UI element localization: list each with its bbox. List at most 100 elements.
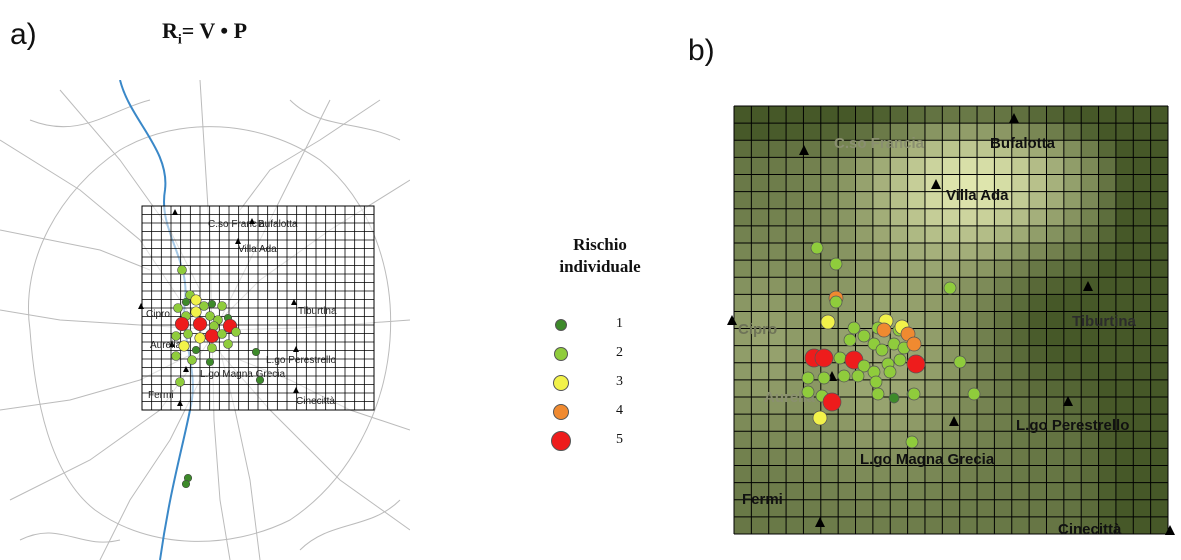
legend-row: 2 [530, 341, 670, 365]
grid-cell [942, 448, 960, 466]
grid-cell [855, 260, 874, 278]
grid-cell [872, 123, 891, 141]
grid-cell [942, 208, 960, 227]
grid-cell [1063, 465, 1082, 483]
grid-cell [1046, 123, 1065, 141]
grid-cell [820, 174, 839, 192]
risk-point [175, 377, 185, 387]
grid-cell [907, 174, 926, 192]
grid-cell [768, 482, 787, 501]
legend-swatch [553, 404, 569, 420]
formula-rhs: = V • P [181, 18, 248, 43]
grid-cell [994, 379, 1013, 398]
risk-point [906, 336, 922, 352]
risk-point [255, 375, 265, 385]
grid-cell [734, 397, 752, 415]
risk-point [801, 385, 815, 399]
grid-cell [994, 191, 1013, 210]
grid-cell [1063, 448, 1082, 466]
grid-cell [872, 414, 891, 432]
grid-cell [768, 123, 787, 141]
grid-cell [1011, 311, 1030, 329]
legend-swatch [555, 319, 567, 331]
grid-cell [734, 499, 752, 518]
grid-cell [890, 242, 908, 261]
risk-point [192, 316, 208, 332]
grid-cell [942, 123, 960, 141]
grid-cell [959, 106, 978, 124]
grid-cell [942, 482, 960, 501]
grid-cell [1133, 208, 1151, 227]
grid-cell [734, 123, 752, 141]
grid-cell [1115, 448, 1134, 466]
risk-point [814, 348, 834, 368]
risk-point [869, 375, 883, 389]
grid-cell [977, 362, 995, 381]
grid-cell [1098, 431, 1117, 449]
grid-cell [786, 379, 804, 398]
risk-point [207, 343, 217, 353]
grid-cell [1029, 225, 1047, 244]
grid-cell [907, 482, 926, 501]
grid-cell [768, 465, 787, 483]
grid-cell [924, 379, 943, 398]
grid-cell [1081, 362, 1099, 381]
grid-cell [1081, 157, 1099, 175]
grid-cell [855, 311, 874, 329]
background-cells-b [734, 106, 1169, 535]
grid-cell [820, 465, 839, 483]
grid-cell [838, 140, 856, 158]
grid-cell [734, 345, 752, 364]
grid-cell [803, 294, 822, 312]
grid-cell [768, 277, 787, 295]
risk-point [204, 328, 220, 344]
grid-cell [890, 140, 908, 158]
grid-cell [768, 328, 787, 346]
risk-grid-map: C.so Francia Bufalotta Villa Ada Cipro Tibur… [727, 105, 1175, 538]
grid-cell [1029, 208, 1047, 227]
grid-cell [768, 174, 787, 192]
grid-cell [1011, 123, 1030, 141]
grid-cell [1063, 379, 1082, 398]
grid-cell [1115, 345, 1134, 364]
grid-cell [1063, 482, 1082, 501]
grid-cell [1081, 123, 1099, 141]
risk-point [953, 355, 967, 369]
grid-cell [1046, 362, 1065, 381]
grid-cell [1150, 174, 1169, 192]
grid-cell [734, 174, 752, 192]
grid-cell [1133, 174, 1151, 192]
grid-cell [924, 499, 943, 518]
grid-cell [1029, 106, 1047, 124]
grid-cell [924, 242, 943, 261]
grid-cell [751, 362, 770, 381]
grid-cell [1063, 499, 1082, 518]
grid-cell [924, 397, 943, 415]
grid-cell [1133, 123, 1151, 141]
grid-cell [1133, 379, 1151, 398]
grid-cell [1029, 157, 1047, 175]
grid-cell [1029, 328, 1047, 346]
grid-cell [924, 482, 943, 501]
legend-row: 1 [530, 312, 670, 336]
grid-cell [1115, 225, 1134, 244]
risk-points-a [171, 265, 265, 489]
grid-cell [872, 499, 891, 518]
grid-cell [1115, 431, 1134, 449]
grid-cell [907, 260, 926, 278]
grid-cell [1081, 260, 1099, 278]
place-label: Bufalotta [258, 219, 298, 230]
grid-cell [1029, 516, 1047, 535]
grid-cell [959, 225, 978, 244]
grid-cell [977, 260, 995, 278]
grid-cell [855, 157, 874, 175]
grid-cell [1098, 157, 1117, 175]
grid-cell [1133, 106, 1151, 124]
grid-cell [751, 260, 770, 278]
grid-cell [872, 225, 891, 244]
grid-cell [768, 208, 787, 227]
grid-cell [786, 260, 804, 278]
grid-cell [734, 465, 752, 483]
grid-cell [751, 516, 770, 535]
grid-cell [924, 140, 943, 158]
